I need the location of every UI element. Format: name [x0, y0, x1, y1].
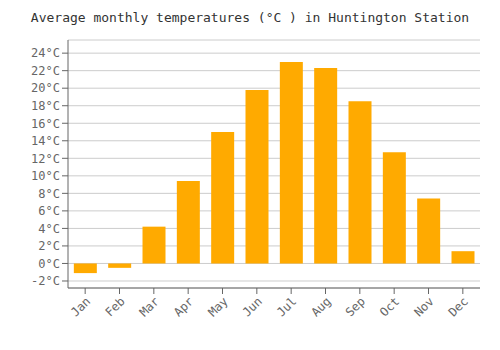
html-text:Average monthly temperatures (: Average monthly temperatures (°C ) in Hu… — [30, 10, 470, 25]
svg-text:Sep: Sep — [343, 294, 368, 319]
svg-text:Jul: Jul — [274, 294, 299, 319]
svg-text:Jan: Jan — [68, 294, 93, 319]
svg-text:Jun: Jun — [240, 294, 265, 319]
svg-text:6°C: 6°C — [38, 204, 60, 218]
svg-text:2°C: 2°C — [38, 239, 60, 253]
svg-text:May: May — [205, 294, 230, 319]
svg-text:24°C: 24°C — [31, 46, 60, 60]
svg-text:Feb: Feb — [102, 294, 127, 319]
svg-text:Oct: Oct — [377, 294, 402, 319]
svg-text:Aug: Aug — [308, 294, 333, 319]
svg-text:12°C: 12°C — [31, 152, 60, 166]
svg-text:10°C: 10°C — [31, 169, 60, 183]
svg-text:18°C: 18°C — [31, 99, 60, 113]
svg-text:20°C: 20°C — [31, 81, 60, 95]
svg-text:Nov: Nov — [411, 294, 436, 319]
svg-text:Mar: Mar — [137, 294, 162, 319]
svg-text:-2°C: -2°C — [31, 274, 60, 288]
svg-text:4°C: 4°C — [38, 222, 60, 236]
svg-text:16°C: 16°C — [31, 117, 60, 131]
svg-text:22°C: 22°C — [31, 64, 60, 78]
svg-text:8°C: 8°C — [38, 187, 60, 201]
svg-text:14°C: 14°C — [31, 134, 60, 148]
svg-text:Apr: Apr — [171, 294, 196, 319]
svg-text:Dec: Dec — [446, 294, 471, 319]
svg-text:0°C: 0°C — [38, 257, 60, 271]
